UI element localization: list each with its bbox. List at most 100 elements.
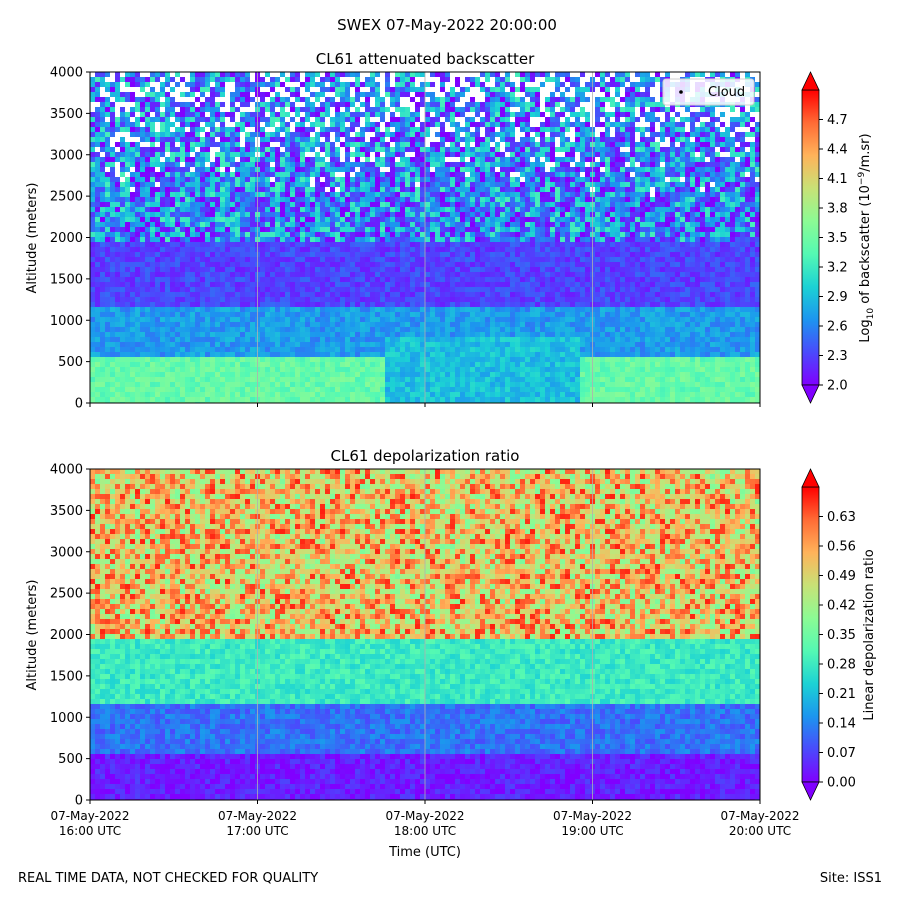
heatmap-cell [345, 272, 350, 277]
heatmap-cell [415, 332, 420, 337]
heatmap-cell [335, 157, 340, 162]
heatmap-cell [460, 282, 465, 287]
heatmap-cell [415, 127, 420, 132]
heatmap-cell [190, 117, 195, 122]
heatmap-cell [455, 267, 460, 272]
heatmap-cell [275, 147, 280, 152]
heatmap-cell [265, 302, 270, 307]
heatmap-cell [425, 247, 430, 252]
heatmap-cell [110, 337, 115, 342]
heatmap-cell [170, 342, 175, 347]
heatmap-cell [150, 387, 155, 392]
heatmap-cell [345, 312, 350, 317]
heatmap-cell [170, 102, 175, 107]
heatmap-cell [285, 332, 290, 337]
heatmap-cell [440, 282, 445, 287]
heatmap-cell [350, 367, 355, 372]
heatmap-cell [405, 197, 410, 202]
heatmap-cell [465, 132, 470, 137]
heatmap-cell [445, 217, 450, 222]
heatmap-cell [470, 327, 475, 332]
heatmap-cell [175, 307, 180, 312]
heatmap-cell [225, 222, 230, 227]
heatmap-cell [280, 347, 285, 352]
heatmap-cell [130, 72, 135, 77]
heatmap-cell [415, 317, 420, 322]
heatmap-cell [150, 182, 155, 187]
heatmap-cell [310, 327, 315, 332]
heatmap-cell [115, 382, 120, 387]
heatmap-cell [415, 207, 420, 212]
heatmap-cell [250, 207, 255, 212]
heatmap-cell [400, 222, 405, 227]
heatmap-cell [230, 72, 235, 77]
heatmap-cell [440, 372, 445, 377]
heatmap-cell [460, 242, 465, 247]
heatmap-cell [315, 207, 320, 212]
heatmap-cell [445, 187, 450, 192]
heatmap-cell [125, 382, 130, 387]
heatmap-cell [215, 132, 220, 137]
heatmap-cell [280, 377, 285, 382]
heatmap-cell [340, 297, 345, 302]
heatmap-cell [105, 237, 110, 242]
heatmap-cell [290, 302, 295, 307]
heatmap-cell [215, 107, 220, 112]
heatmap-cell [250, 312, 255, 317]
heatmap-cell [360, 372, 365, 377]
heatmap-cell [450, 342, 455, 347]
heatmap-cell [250, 332, 255, 337]
heatmap-cell [430, 207, 435, 212]
heatmap-cell [375, 282, 380, 287]
heatmap-cell [390, 362, 395, 367]
heatmap-cell [175, 182, 180, 187]
heatmap-cell [245, 227, 250, 232]
heatmap-cell [280, 127, 285, 132]
heatmap-cell [245, 352, 250, 357]
heatmap-cell [260, 312, 265, 317]
heatmap-cell [335, 367, 340, 372]
heatmap-cell [455, 277, 460, 282]
heatmap-cell [450, 312, 455, 317]
heatmap-cell [170, 332, 175, 337]
heatmap-cell [440, 152, 445, 157]
heatmap-cell [305, 367, 310, 372]
heatmap-cell [225, 332, 230, 337]
heatmap-cell [390, 327, 395, 332]
heatmap-cell [395, 372, 400, 377]
heatmap-cell [250, 142, 255, 147]
heatmap-cell [365, 312, 370, 317]
heatmap-cell [260, 112, 265, 117]
heatmap-cell [350, 72, 355, 77]
heatmap-cell [335, 277, 340, 282]
heatmap-cell [395, 292, 400, 297]
heatmap-cell [125, 327, 130, 332]
heatmap-cell [460, 302, 465, 307]
heatmap-cell [220, 162, 225, 167]
heatmap-cell [485, 197, 490, 202]
heatmap-cell [400, 267, 405, 272]
heatmap-cell [365, 297, 370, 302]
heatmap-cell [400, 157, 405, 162]
heatmap-cell [230, 337, 235, 342]
heatmap-cell [335, 152, 340, 157]
heatmap-cell [210, 77, 215, 82]
heatmap-cell [115, 207, 120, 212]
heatmap-cell [385, 317, 390, 322]
heatmap-cell [265, 137, 270, 142]
heatmap-cell [370, 237, 375, 242]
heatmap-cell [220, 282, 225, 287]
heatmap-cell [475, 177, 480, 182]
heatmap-cell [200, 232, 205, 237]
heatmap-cell [200, 292, 205, 297]
heatmap-cell [385, 262, 390, 267]
heatmap-cell [115, 272, 120, 277]
heatmap-cell [305, 327, 310, 332]
heatmap-cell [245, 272, 250, 277]
heatmap-cell [215, 102, 220, 107]
heatmap-cell [475, 207, 480, 212]
heatmap-cell [425, 282, 430, 287]
heatmap-cell [235, 152, 240, 157]
heatmap-cell [410, 377, 415, 382]
heatmap-cell [320, 297, 325, 302]
